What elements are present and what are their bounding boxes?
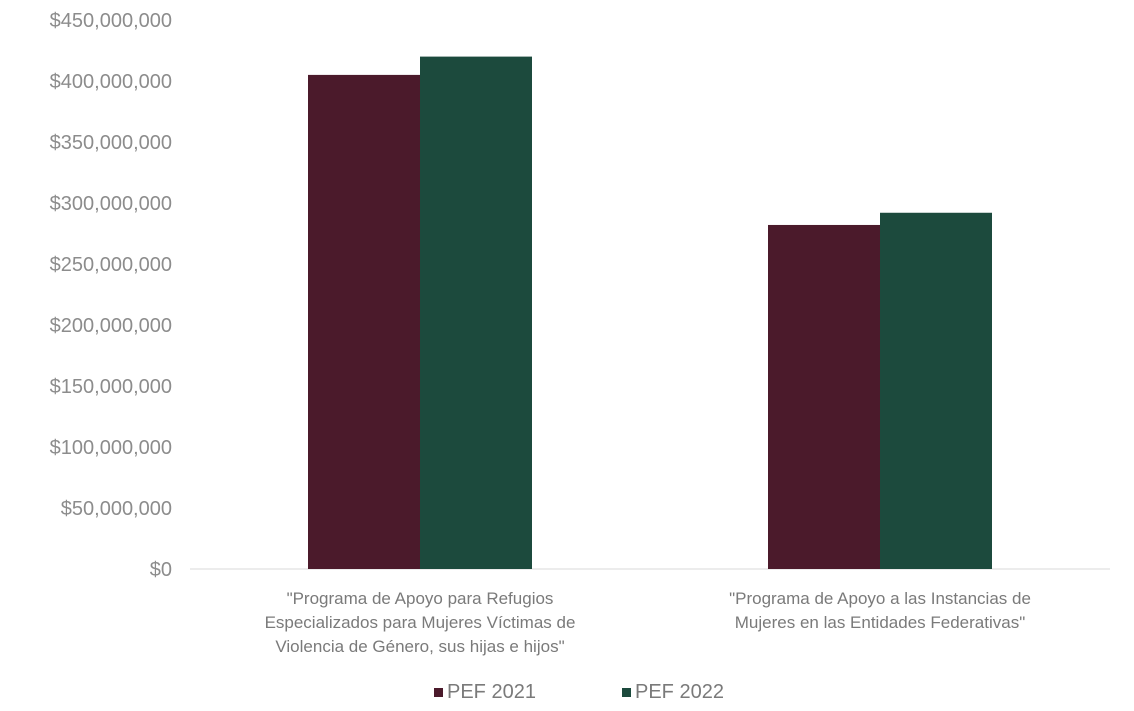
category-label-1-line-3: Violencia de Género, sus hijas e hijos" bbox=[275, 637, 564, 656]
y-tick-label: $50,000,000 bbox=[61, 498, 172, 520]
legend-label-1: PEF 2021 bbox=[447, 681, 536, 703]
bar-pef-2022-2 bbox=[880, 212, 992, 569]
category-label-2-line-2: Mujeres en las Entidades Federativas" bbox=[735, 613, 1025, 632]
y-tick-label: $0 bbox=[150, 559, 172, 581]
category-label-1-line-2: Especializados para Mujeres Víctimas de bbox=[265, 613, 576, 632]
bar-pef-2021-2 bbox=[768, 224, 880, 569]
y-tick-label: $350,000,000 bbox=[50, 132, 172, 154]
legend-swatch-2 bbox=[622, 688, 631, 697]
y-tick-label: $450,000,000 bbox=[50, 10, 172, 32]
legend: PEF 2021 PEF 2022 bbox=[434, 681, 724, 703]
x-axis-category-labels: "Programa de Apoyo para Refugios Especial… bbox=[265, 589, 1031, 656]
y-tick-label: $300,000,000 bbox=[50, 193, 172, 215]
bar-pef-2022-1 bbox=[420, 56, 532, 570]
bars bbox=[308, 56, 992, 570]
bar-pef-2021-1 bbox=[308, 74, 420, 570]
y-tick-label: $200,000,000 bbox=[50, 315, 172, 337]
y-tick-label: $400,000,000 bbox=[50, 71, 172, 93]
category-label-1-line-1: "Programa de Apoyo para Refugios bbox=[287, 589, 554, 608]
y-tick-label: $100,000,000 bbox=[50, 437, 172, 459]
y-axis-tick-labels: $0 $50,000,000 $100,000,000 $150,000,000 $20… bbox=[50, 10, 172, 581]
y-tick-label: $250,000,000 bbox=[50, 254, 172, 276]
category-label-2-line-1: "Programa de Apoyo a las Instancias de bbox=[729, 589, 1031, 608]
y-tick-label: $150,000,000 bbox=[50, 376, 172, 398]
legend-label-2: PEF 2022 bbox=[635, 681, 724, 703]
legend-swatch-1 bbox=[434, 688, 443, 697]
